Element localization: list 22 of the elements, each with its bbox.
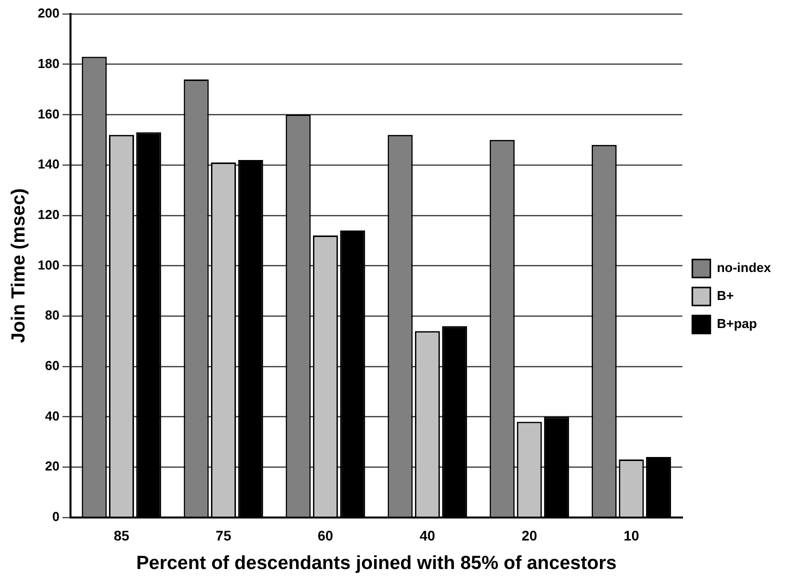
y-tick-label: 60 — [45, 358, 60, 373]
y-tick-label: 140 — [38, 156, 60, 172]
y-tick-label: 120 — [38, 206, 60, 222]
y-tick-label: 40 — [45, 408, 60, 424]
x-tick-label: 10 — [624, 528, 640, 544]
y-tick-label: 160 — [38, 106, 60, 122]
legend-label: no-index — [716, 260, 772, 276]
x-tick-label: 85 — [114, 528, 130, 544]
y-tick-label: 180 — [38, 56, 60, 71]
y-tick-label: 100 — [38, 257, 60, 272]
x-tick-label: 20 — [522, 528, 538, 544]
y-tick-label: 20 — [45, 458, 60, 474]
y-axis-title: Join Time (msec) — [8, 188, 30, 344]
x-tick-label: 75 — [216, 528, 232, 544]
y-tick-label: 0 — [52, 508, 60, 524]
y-tick-label: 200 — [38, 6, 60, 21]
legend-label: B+pap — [716, 316, 757, 332]
y-tick-label: 80 — [45, 308, 60, 323]
legend-label: B+ — [716, 288, 734, 304]
x-tick-label: 60 — [318, 528, 334, 544]
x-axis-title: Percent of descendants joined with 85% of ancestors — [136, 552, 617, 574]
x-tick-label: 40 — [420, 528, 436, 544]
